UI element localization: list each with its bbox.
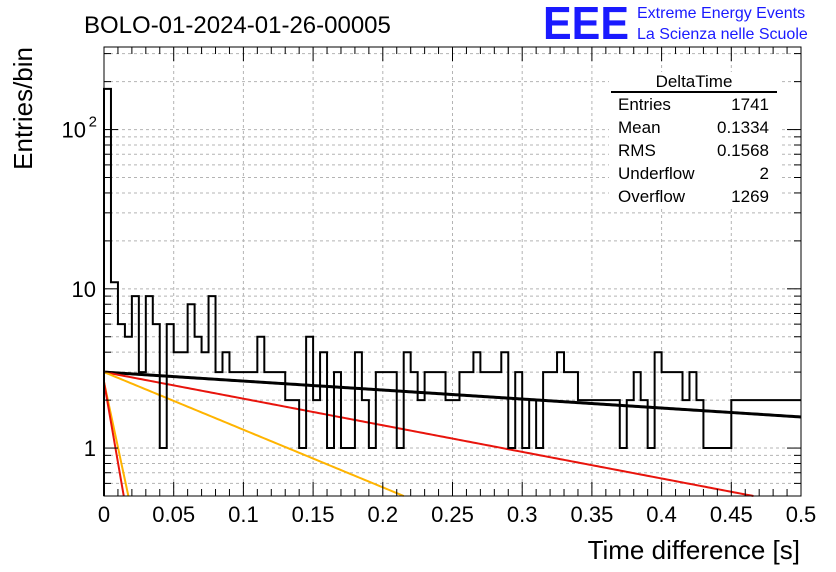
stats-label: Underflow xyxy=(618,164,695,183)
stats-box: DeltaTime Entries 1741 Mean 0.1334 RMS 0.1568… xyxy=(609,72,781,208)
logo-line-1: Extreme Energy Events xyxy=(637,5,805,22)
x-tick-label: 0.35 xyxy=(570,502,613,527)
x-tick-label: 0.4 xyxy=(646,502,677,527)
logo-line-2: La Scienza nelle Scuole xyxy=(637,26,808,43)
x-tick-label: 0.5 xyxy=(786,502,817,527)
histogram-outline xyxy=(103,87,801,496)
fit-curves xyxy=(103,370,802,497)
eee-logo-letters: EEE xyxy=(543,0,629,49)
y-tick-label: 10 xyxy=(62,118,86,143)
fit-curve-2 xyxy=(103,371,754,497)
x-tick-label: 0.25 xyxy=(431,502,474,527)
fit-curve-3 xyxy=(103,371,405,497)
run-title: BOLO-01-2024-01-26-00005 xyxy=(84,12,391,39)
x-tick-label: 0.05 xyxy=(152,502,195,527)
stats-value: 0.1334 xyxy=(717,118,769,137)
x-tick-label: 0.2 xyxy=(368,502,399,527)
stats-label: Overflow xyxy=(618,187,686,206)
fit-curve-1 xyxy=(103,370,802,419)
stats-label: RMS xyxy=(618,141,656,160)
eee-logo: EEE Extreme Energy Events La Scienza nel… xyxy=(543,0,808,49)
stats-label: Mean xyxy=(618,118,661,137)
x-tick-label: 0.45 xyxy=(710,502,753,527)
y-axis-label: Entries/bin xyxy=(8,47,38,170)
stats-rows: Entries 1741 Mean 0.1334 RMS 0.1568 Underflow 2… xyxy=(618,95,769,206)
y-tick-label: 1 xyxy=(84,436,96,461)
stats-box-background xyxy=(609,72,781,208)
y-tick-label: 10 xyxy=(72,277,96,302)
stats-title: DeltaTime xyxy=(656,72,733,91)
x-tick-label: 0.3 xyxy=(507,502,538,527)
x-tick-label: 0 xyxy=(98,502,110,527)
x-axis-label: Time difference [s] xyxy=(588,535,800,565)
stats-value: 0.1568 xyxy=(717,141,769,160)
y-tick-label-exponent: 2 xyxy=(89,114,97,131)
stats-label: Entries xyxy=(618,95,671,114)
x-tick-labels: 0 0.05 0.1 0.15 0.2 0.25 0.3 0.35 0.4 0.45 0.5 xyxy=(98,502,816,527)
stats-value: 1269 xyxy=(731,187,769,206)
x-tick-label: 0.15 xyxy=(292,502,335,527)
fit-curve-5 xyxy=(103,381,125,497)
axis-ticks xyxy=(103,47,802,497)
stats-value: 2 xyxy=(760,164,769,183)
stats-value: 1741 xyxy=(731,95,769,114)
x-tick-label: 0.1 xyxy=(228,502,259,527)
